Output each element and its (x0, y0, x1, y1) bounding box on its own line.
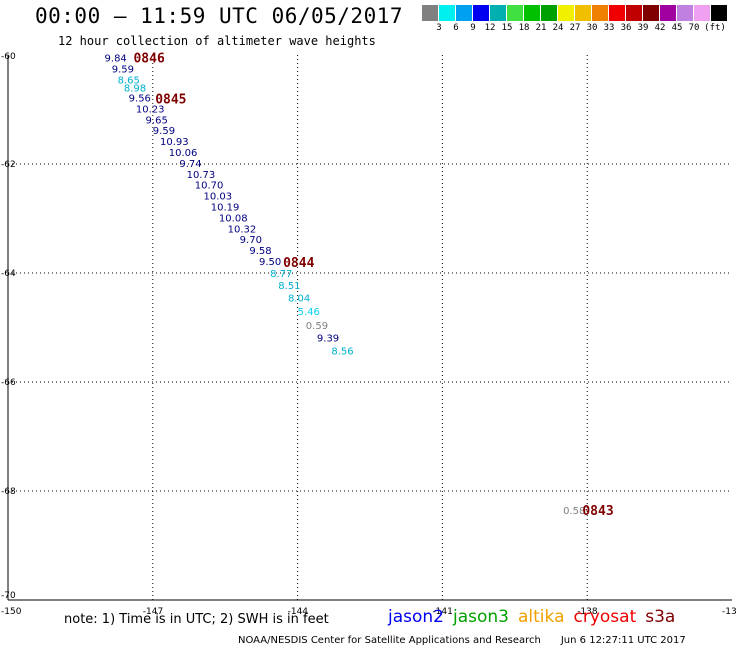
wave-height-value: 10.93 (160, 137, 189, 148)
color-legend-label: 9 (470, 23, 476, 33)
wave-height-value: 8.77 (270, 269, 292, 280)
color-legend-label: 6 (453, 23, 459, 33)
color-swatch (677, 5, 694, 21)
wave-height-value: 9.56 (129, 94, 151, 105)
color-swatch (524, 5, 541, 21)
credit-line: NOAA/NESDIS Center for Satellite Applica… (238, 635, 686, 646)
wave-height-value: 10.08 (219, 213, 248, 224)
map-title: 00:00 – 11:59 UTC 06/05/2017 (35, 4, 404, 28)
corner-lat-label-bottom: -70 (1, 591, 16, 601)
color-swatch (643, 5, 660, 21)
credit-text: NOAA/NESDIS Center for Satellite Applica… (238, 635, 541, 646)
wave-height-value: 9.59 (153, 126, 175, 137)
corner-lon-label-right: -13 (722, 607, 737, 617)
map-tick-labels: -62 -64 -66 -68 -147 -144 -141 -138 -60 -70 -150 -1… (1, 52, 737, 617)
lon-tick-label: -138 (577, 607, 598, 617)
pass-time-label: 0846 (133, 52, 164, 67)
color-swatch (660, 5, 677, 21)
satellite-legend-jason2: jason2 (388, 607, 444, 627)
satellite-legend-cryosat: cryosat (573, 607, 637, 627)
wave-height-value: 9.39 (317, 333, 339, 344)
color-swatch (439, 5, 456, 21)
color-swatch (626, 5, 643, 21)
wave-height-value: 10.70 (195, 181, 224, 192)
lat-tick-label: -66 (1, 378, 16, 388)
wave-height-value: 0.58 (563, 506, 585, 517)
lon-tick-label: -144 (288, 607, 309, 617)
wave-height-value: 8.98 (124, 84, 146, 95)
color-legend-label: 30 (586, 23, 598, 33)
lat-tick-label: -64 (1, 269, 16, 279)
lat-tick-label: -68 (1, 487, 16, 497)
color-legend-label: 33 (603, 23, 615, 33)
lon-tick-label: -147 (143, 607, 163, 617)
color-swatch (575, 5, 592, 21)
color-legend-label: 42 (654, 23, 666, 33)
color-legend-label: 18 (518, 23, 530, 33)
color-legend-label: 15 (501, 23, 513, 33)
pass-time-label: 0845 (155, 93, 186, 108)
wave-height-value: 10.73 (187, 170, 216, 181)
wave-height-value: 10.06 (169, 148, 198, 159)
color-swatch (490, 5, 507, 21)
color-legend-label: 12 (484, 23, 496, 33)
color-legend-label: 24 (552, 23, 564, 33)
color-legend-label: 27 (569, 23, 581, 33)
wave-height-value: 8.04 (288, 294, 310, 305)
color-legend-label: (ft) (704, 23, 726, 33)
color-swatch (694, 5, 711, 21)
color-swatch (541, 5, 558, 21)
color-legend-label: 3 (436, 23, 442, 33)
wave-height-value: 10.23 (136, 104, 165, 115)
color-swatch (711, 5, 728, 21)
map-grid (7, 55, 732, 601)
color-swatch (609, 5, 626, 21)
wave-height-value: 9.65 (146, 115, 168, 126)
pass-time-label: 0843 (582, 504, 613, 519)
color-legend: 3 6 9 12 15 18 21 24 27 30 33 36 39 42 45 70 (ft) (422, 5, 740, 35)
wave-height-value: 9.59 (112, 65, 134, 76)
wave-height-value: 8.65 (118, 76, 140, 87)
wave-height-value: 9.70 (240, 235, 262, 246)
pass-time-label: 0844 (283, 256, 314, 271)
wave-height-value: 8.51 (278, 281, 300, 292)
color-swatch (473, 5, 490, 21)
credit-timestamp: Jun 6 12:27:11 UTC 2017 (560, 635, 686, 646)
color-swatch (592, 5, 609, 21)
corner-lon-label-left: -150 (1, 607, 22, 617)
map-subtitle: 12 hour collection of altimeter wave hei… (58, 34, 376, 48)
color-swatch (558, 5, 575, 21)
wave-height-value: 10.32 (228, 224, 257, 235)
color-legend-label: 70 (688, 23, 700, 33)
wave-height-value: 9.84 (105, 54, 127, 65)
color-legend-label: 21 (535, 23, 547, 33)
wave-height-value: 9.74 (179, 159, 201, 170)
color-swatch (422, 5, 439, 21)
satellite-legend-altika: altika (518, 607, 565, 627)
lat-tick-label: -62 (1, 160, 16, 170)
wave-height-value: 5.46 (298, 307, 320, 318)
color-swatch (456, 5, 473, 21)
satellite-legend-jason3: jason3 (453, 607, 509, 627)
color-legend-label: 45 (671, 23, 683, 33)
pass-time-labels: 0846 0845 0844 0843 (133, 52, 613, 519)
wave-height-observations: 9.849.598.658.989.5610.239.659.5910.9310… (105, 54, 586, 517)
wave-height-value: 9.58 (249, 246, 271, 257)
wave-height-value: 0.59 (306, 321, 328, 332)
color-legend-label: 39 (637, 23, 649, 33)
satellite-legend: jason2 jason3 altika cryosat s3a (388, 607, 684, 627)
wave-height-value: 10.19 (211, 203, 240, 214)
wave-height-value: 10.03 (203, 192, 232, 203)
footer-note: note: 1) Time is in UTC; 2) SWH is in fe… (64, 612, 329, 627)
color-legend-label: 36 (620, 23, 632, 33)
corner-lat-label-top: -60 (1, 52, 16, 62)
lon-tick-label: -141 (432, 607, 452, 617)
color-swatch (507, 5, 524, 21)
color-legend-labels: 3 6 9 12 15 18 21 24 27 30 33 36 39 42 45 70 (ft) (422, 21, 740, 35)
color-legend-swatches (422, 5, 740, 21)
wave-height-value: 8.56 (331, 346, 353, 357)
wave-height-value: 9.50 (259, 257, 281, 268)
satellite-legend-s3a: s3a (645, 607, 676, 627)
